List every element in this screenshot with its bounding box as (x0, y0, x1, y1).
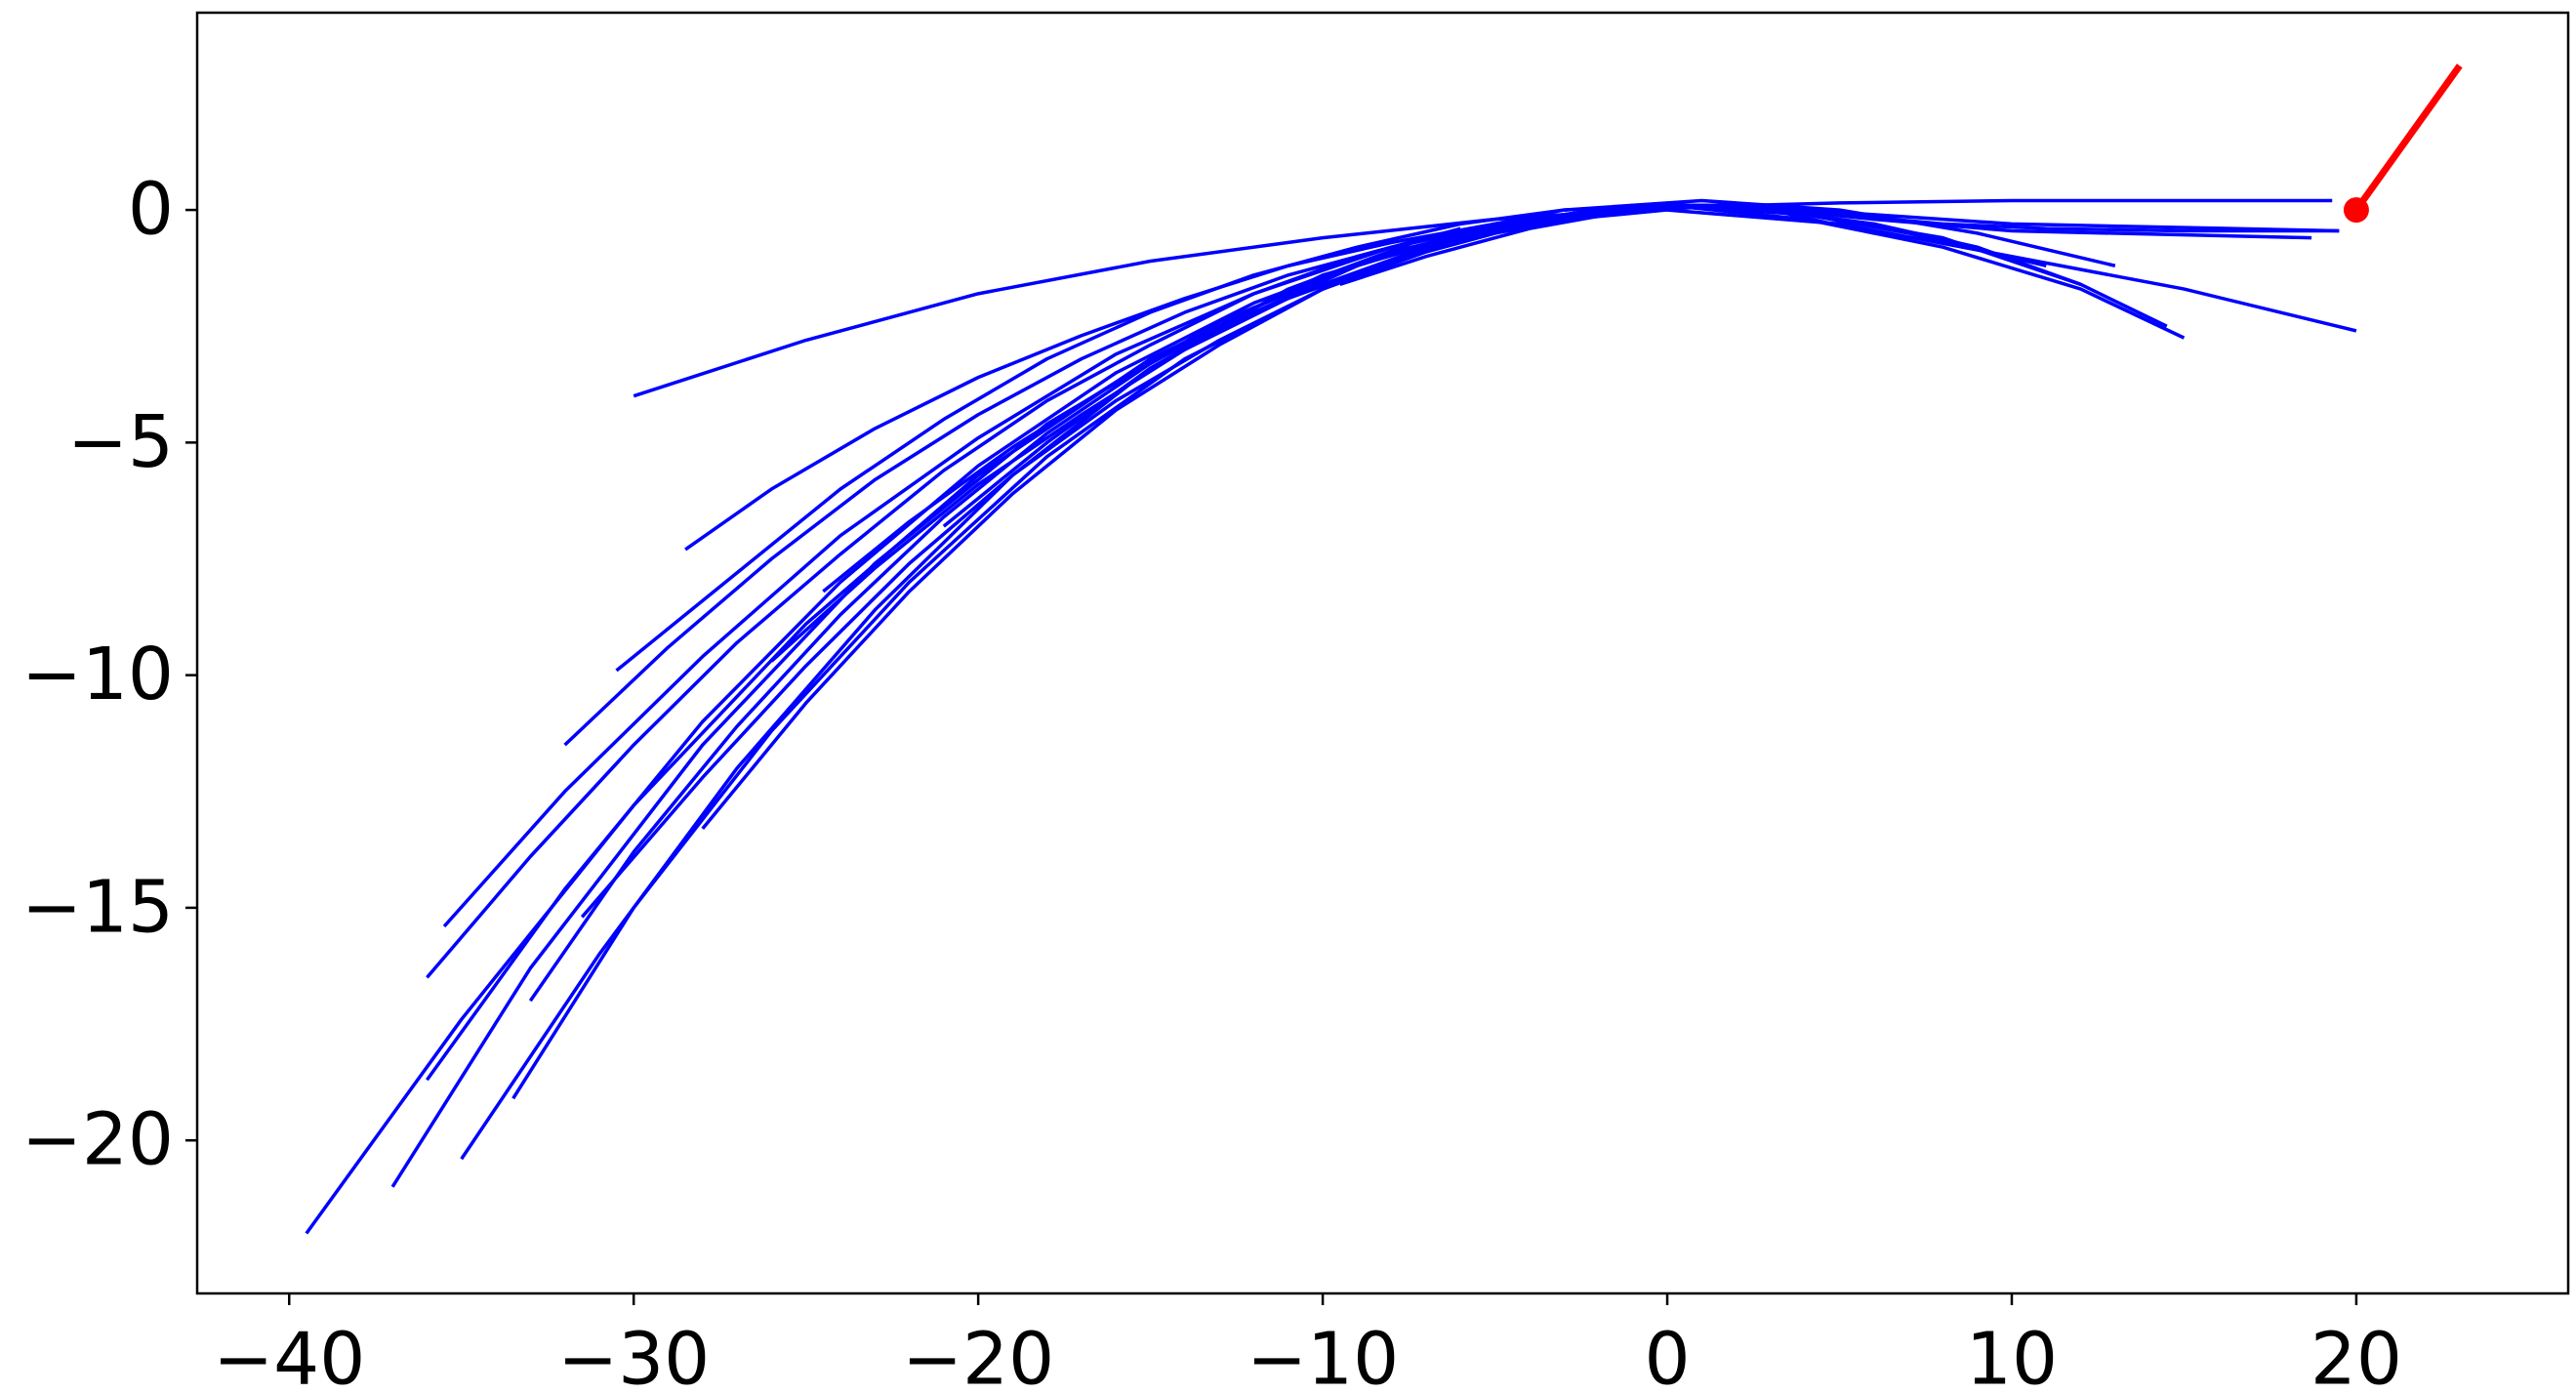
x-tick-label: −30 (557, 1318, 710, 1393)
y-tick-label: −20 (21, 1098, 174, 1182)
x-tick-label: 10 (1966, 1318, 2058, 1393)
series-marker (2343, 197, 2369, 224)
x-tick-label: −40 (213, 1318, 365, 1393)
plot-frame (195, 11, 2570, 1295)
series-line (615, 203, 1771, 673)
y-tick-label: 0 (128, 168, 174, 252)
y-tick-label: −5 (67, 400, 174, 484)
series-line (528, 203, 2082, 1003)
series-line (426, 226, 1461, 979)
x-tick-label: −10 (1247, 1318, 1399, 1393)
x-tick-label: 20 (2310, 1318, 2402, 1393)
series-line (2353, 63, 2463, 213)
series-line (580, 208, 1633, 919)
x-tick-label: −20 (902, 1318, 1054, 1393)
x-tick-label: 0 (1644, 1318, 1690, 1393)
y-tick-label: −10 (21, 633, 174, 717)
y-tick-label: −15 (21, 865, 174, 949)
series-line (460, 198, 2116, 1161)
